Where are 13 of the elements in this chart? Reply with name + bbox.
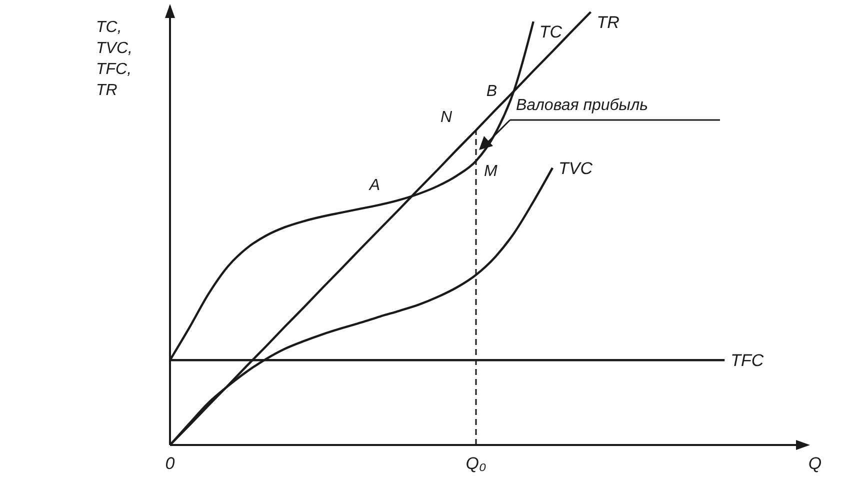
x-tick-label: 0 [165, 454, 176, 473]
series-label: TC [539, 22, 563, 42]
annotation: M [484, 163, 498, 180]
annotation: B [486, 83, 498, 100]
annotation: N [440, 109, 452, 126]
x-axis-title: Q [808, 454, 822, 473]
annotation: A [368, 177, 380, 194]
series-label: TVC [558, 158, 594, 178]
y-axis-title: TC, TVC, TFC, TR [96, 19, 132, 99]
x-tick-label: Q₀ [466, 454, 486, 473]
series-label: TFC [730, 351, 764, 370]
annotation: Валовая прибыль [516, 97, 648, 114]
series-label: TR [596, 13, 620, 32]
